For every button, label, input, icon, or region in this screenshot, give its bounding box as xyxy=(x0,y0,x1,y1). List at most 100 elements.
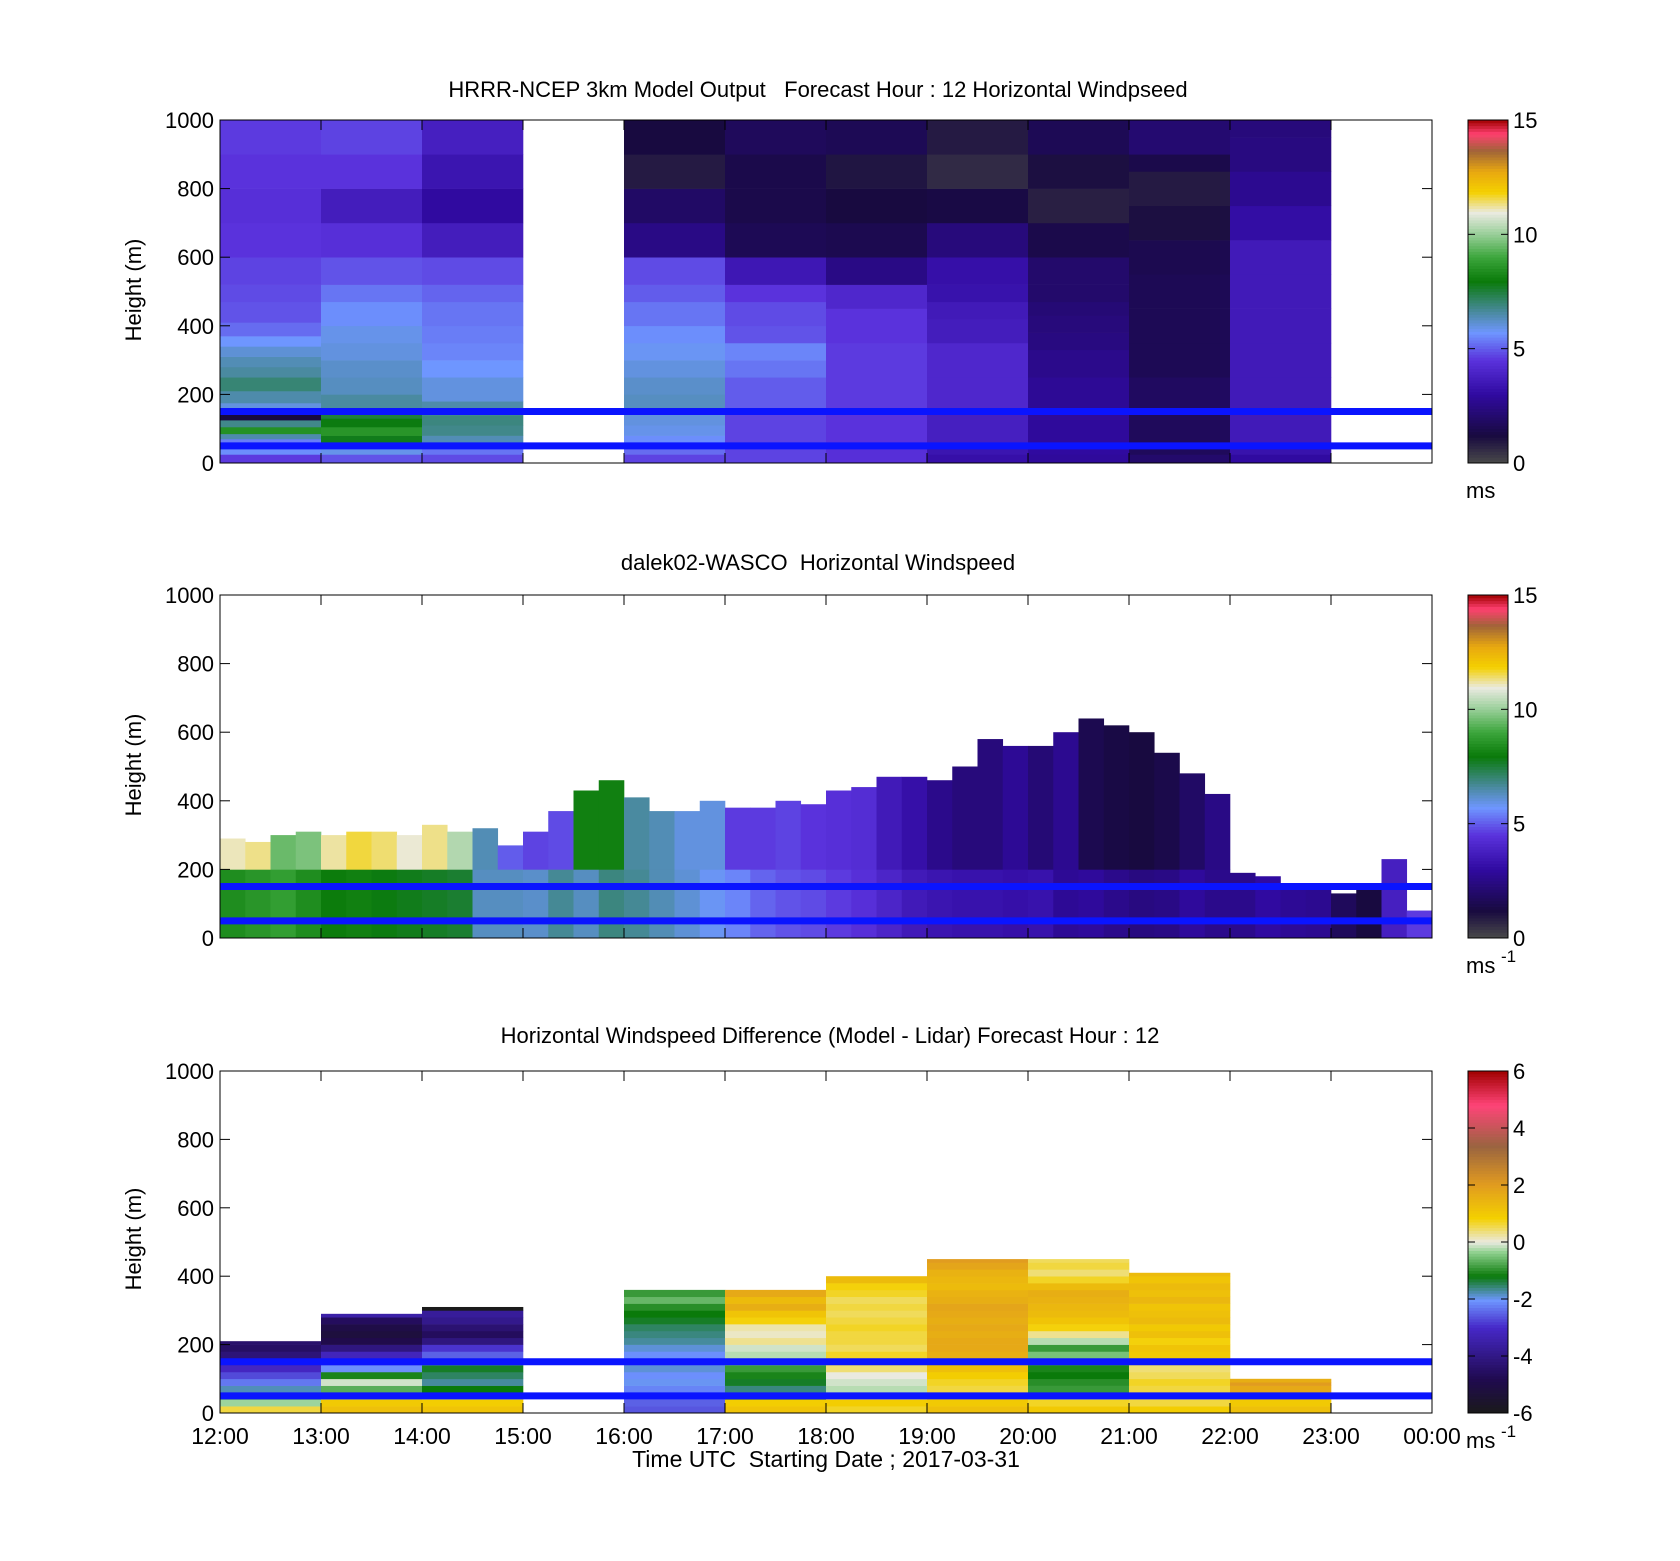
x-tick-label: 22:00 xyxy=(1201,1423,1259,1449)
colorbar-segment xyxy=(1468,1261,1508,1266)
heatmap-cell xyxy=(1230,454,1332,464)
heatmap-cell xyxy=(497,845,524,870)
heatmap-cell xyxy=(1129,1303,1231,1311)
colorbar-segment xyxy=(1468,1093,1508,1098)
heatmap-cell xyxy=(901,776,928,870)
colorbar-segment xyxy=(1468,629,1508,633)
heatmap-cell xyxy=(649,811,675,870)
colorbar-segment xyxy=(1468,297,1508,301)
heatmap-cell xyxy=(624,1289,726,1298)
colorbar-segment xyxy=(1468,880,1508,885)
colorbar-segment xyxy=(1468,1299,1508,1303)
colorbar-segment xyxy=(1468,1133,1508,1137)
colorbar-segment xyxy=(1468,402,1508,407)
heatmap-cell xyxy=(725,188,827,224)
heatmap-cell xyxy=(826,1365,928,1373)
heatmap-cell xyxy=(927,188,1029,224)
colorbar-segment xyxy=(1468,892,1508,896)
colorbar-segment xyxy=(1468,197,1508,201)
heatmap-column xyxy=(447,831,473,939)
colorbar-segment xyxy=(1468,1210,1508,1214)
heatmap-cell xyxy=(220,413,322,421)
axes: 0 200 400 600 800 1000 xyxy=(165,583,1433,951)
heatmap-cell xyxy=(826,445,928,464)
y-tick-label: 400 xyxy=(177,1264,214,1289)
colorbar-segment xyxy=(1468,1110,1508,1115)
colorbar-segment xyxy=(1468,1310,1508,1314)
colorbar-segment xyxy=(1468,1128,1508,1132)
heatmap-column xyxy=(1129,120,1231,464)
heatmap-cell xyxy=(422,377,524,402)
colorbar-tick-label: 15 xyxy=(1513,108,1537,133)
heatmap-cell xyxy=(220,301,322,323)
heatmap-cell xyxy=(1129,1406,1231,1414)
heatmap-cell xyxy=(725,445,827,464)
colorbar-segment xyxy=(1468,365,1508,370)
heatmap-cell xyxy=(750,869,776,939)
colorbar-segment xyxy=(1468,1153,1508,1157)
heatmap-column xyxy=(624,797,650,939)
colorbar-segment xyxy=(1468,325,1508,330)
heatmap-column xyxy=(649,811,675,939)
heatmap-cell xyxy=(826,411,928,447)
heatmap-cell xyxy=(927,780,953,870)
y-tick-label: 400 xyxy=(177,789,214,814)
heatmap-cell xyxy=(321,1324,423,1332)
colorbar-segment xyxy=(1468,663,1508,667)
heatmap-cell xyxy=(826,377,928,412)
colorbar-segment xyxy=(1468,815,1508,819)
heatmap-cell xyxy=(1230,308,1332,344)
colorbar-segment xyxy=(1468,417,1508,421)
heatmap-cell xyxy=(927,222,1029,258)
y-tick-label: 400 xyxy=(177,314,214,339)
heatmap-cell xyxy=(851,787,877,870)
colorbar-segment xyxy=(1468,595,1508,599)
heatmap-column xyxy=(220,1341,322,1414)
heatmap-cell xyxy=(1028,1351,1130,1359)
colorbar-segment xyxy=(1468,137,1508,141)
colorbar-segment xyxy=(1468,1313,1508,1317)
colorbar-segment xyxy=(1468,285,1508,290)
colorbar-segment xyxy=(1468,291,1508,295)
heatmap-cell xyxy=(1028,188,1130,224)
heatmap-cell xyxy=(422,824,448,870)
heatmap-cell xyxy=(321,1378,423,1386)
colorbar-segment xyxy=(1468,1096,1508,1100)
heatmap-column xyxy=(497,845,524,939)
heatmap-cell xyxy=(422,1378,524,1386)
colorbar-segment xyxy=(1468,777,1508,782)
heatmap-cell xyxy=(422,1324,524,1332)
heatmap-cell xyxy=(321,1330,423,1339)
colorbar-segment xyxy=(1468,1236,1508,1240)
heatmap-cell xyxy=(952,766,978,870)
colorbar-segment xyxy=(1468,717,1508,722)
colorbar-segment xyxy=(1468,1390,1508,1394)
colorbar-segment xyxy=(1468,248,1508,252)
heatmap-cell xyxy=(220,420,322,428)
heatmap-cell xyxy=(270,869,297,939)
heatmap-column xyxy=(826,120,928,464)
colorbar-segment xyxy=(1468,726,1508,730)
colorbar-segment xyxy=(1468,314,1508,318)
colorbar-segment xyxy=(1468,926,1508,930)
heatmap-cell xyxy=(548,811,574,870)
colorbar-segment xyxy=(1468,615,1508,619)
colorbar-segment xyxy=(1468,305,1508,310)
colorbar-segment xyxy=(1468,1356,1508,1360)
colorbar-segment xyxy=(1468,675,1508,679)
colorbar-segment xyxy=(1468,1244,1508,1249)
colorbar-segment xyxy=(1468,145,1508,149)
heatmap-cell xyxy=(1129,1385,1231,1393)
colorbar-segment xyxy=(1468,1142,1508,1146)
heatmap-cell xyxy=(826,1399,928,1407)
heatmap-column xyxy=(1129,1272,1231,1414)
colorbar-segment xyxy=(1468,225,1508,230)
heatmap-cell xyxy=(1129,120,1231,155)
colorbar-segment xyxy=(1468,637,1508,642)
heatmap-cell xyxy=(321,325,423,344)
colorbar-segment xyxy=(1468,1170,1508,1174)
heatmap-column xyxy=(422,824,448,939)
colorbar-segment xyxy=(1468,669,1508,673)
heatmap-cell xyxy=(447,831,473,870)
colorbar: 0 5 10 15 ms -1 xyxy=(1466,583,1537,978)
